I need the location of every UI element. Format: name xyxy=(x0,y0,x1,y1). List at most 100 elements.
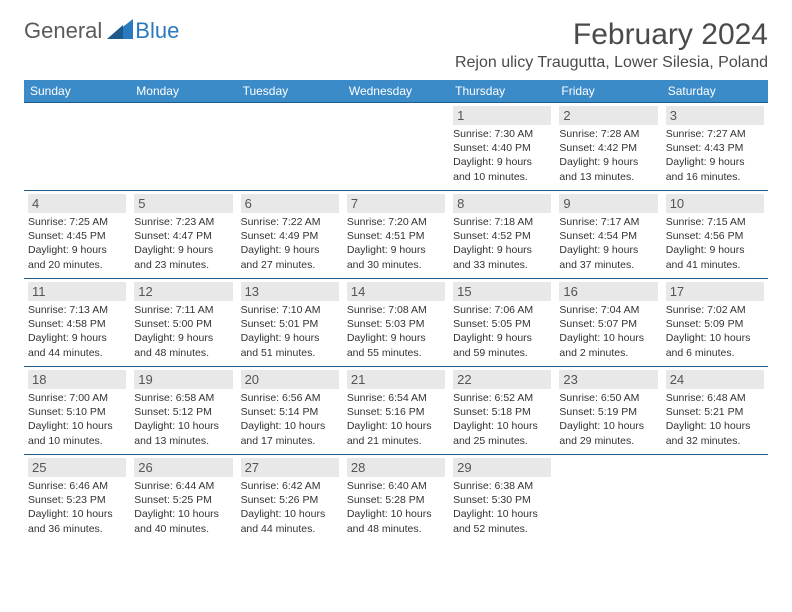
calendar-cell: 1 Sunrise: 7:30 AMSunset: 4:40 PMDaylight… xyxy=(449,103,555,191)
date-number: 27 xyxy=(241,458,339,477)
date-number: 29 xyxy=(453,458,551,477)
day-info: Sunrise: 6:40 AMSunset: 5:28 PMDaylight:… xyxy=(347,479,445,536)
date-number: 7 xyxy=(347,194,445,213)
calendar-cell: 22 Sunrise: 6:52 AMSunset: 5:18 PMDayligh… xyxy=(449,367,555,455)
calendar-week-row: 18Sunrise: 7:00 AMSunset: 5:10 PMDayligh… xyxy=(24,367,768,455)
day-info: Sunrise: 6:54 AMSunset: 5:16 PMDaylight:… xyxy=(347,391,445,448)
brand-text-2: Blue xyxy=(135,18,179,44)
day-info: Sunrise: 7:10 AMSunset: 5:01 PMDaylight:… xyxy=(241,303,339,360)
calendar-cell: 20Sunrise: 6:56 AMSunset: 5:14 PMDayligh… xyxy=(237,367,343,455)
calendar-table: SundayMondayTuesdayWednesdayThursdayFrid… xyxy=(24,80,768,543)
calendar-cell xyxy=(130,103,236,191)
date-number: 25 xyxy=(28,458,126,477)
title-block: February 2024 Rejon ulicy Traugutta, Low… xyxy=(455,18,768,72)
calendar-cell: 27Sunrise: 6:42 AMSunset: 5:26 PMDayligh… xyxy=(237,455,343,543)
day-info: Sunrise: 6:50 AMSunset: 5:19 PMDaylight:… xyxy=(559,391,657,448)
calendar-cell: 10 Sunrise: 7:15 AMSunset: 4:56 PMDayligh… xyxy=(662,191,768,279)
date-number: 10 xyxy=(666,194,764,213)
calendar-cell: 19Sunrise: 6:58 AMSunset: 5:12 PMDayligh… xyxy=(130,367,236,455)
day-info: Sunrise: 6:38 AMSunset: 5:30 PMDaylight:… xyxy=(453,479,551,536)
calendar-cell: 24Sunrise: 6:48 AMSunset: 5:21 PMDayligh… xyxy=(662,367,768,455)
calendar-cell: 28 Sunrise: 6:40 AMSunset: 5:28 PMDayligh… xyxy=(343,455,449,543)
calendar-cell: 15Sunrise: 7:06 AMSunset: 5:05 PMDayligh… xyxy=(449,279,555,367)
calendar-cell: 2 Sunrise: 7:28 AMSunset: 4:42 PMDaylight… xyxy=(555,103,661,191)
day-header-cell: Thursday xyxy=(449,80,555,103)
calendar-cell: 29 Sunrise: 6:38 AMSunset: 5:30 PMDayligh… xyxy=(449,455,555,543)
date-number: 8 xyxy=(453,194,551,213)
day-info: Sunrise: 6:52 AMSunset: 5:18 PMDaylight:… xyxy=(453,391,551,448)
date-number: 1 xyxy=(453,106,551,125)
day-header-cell: Friday xyxy=(555,80,661,103)
calendar-week-row: 25 Sunrise: 6:46 AMSunset: 5:23 PMDayligh… xyxy=(24,455,768,543)
calendar-cell: 9 Sunrise: 7:17 AMSunset: 4:54 PMDaylight… xyxy=(555,191,661,279)
calendar-cell: 3 Sunrise: 7:27 AMSunset: 4:43 PMDaylight… xyxy=(662,103,768,191)
day-info: Sunrise: 7:04 AMSunset: 5:07 PMDaylight:… xyxy=(559,303,657,360)
calendar-cell: 17Sunrise: 7:02 AMSunset: 5:09 PMDayligh… xyxy=(662,279,768,367)
day-info: Sunrise: 7:18 AMSunset: 4:52 PMDaylight:… xyxy=(453,215,551,272)
date-number: 17 xyxy=(666,282,764,301)
calendar-cell: 26 Sunrise: 6:44 AMSunset: 5:25 PMDayligh… xyxy=(130,455,236,543)
month-title: February 2024 xyxy=(455,18,768,52)
calendar-cell xyxy=(555,455,661,543)
brand-triangle-icon xyxy=(107,19,133,44)
calendar-cell: 7 Sunrise: 7:20 AMSunset: 4:51 PMDaylight… xyxy=(343,191,449,279)
day-info: Sunrise: 6:44 AMSunset: 5:25 PMDaylight:… xyxy=(134,479,232,536)
calendar-cell xyxy=(24,103,130,191)
day-header-row: SundayMondayTuesdayWednesdayThursdayFrid… xyxy=(24,80,768,103)
calendar-cell: 12 Sunrise: 7:11 AMSunset: 5:00 PMDayligh… xyxy=(130,279,236,367)
day-info: Sunrise: 7:08 AMSunset: 5:03 PMDaylight:… xyxy=(347,303,445,360)
date-number: 3 xyxy=(666,106,764,125)
date-number: 21 xyxy=(347,370,445,389)
date-number: 14 xyxy=(347,282,445,301)
day-header-cell: Sunday xyxy=(24,80,130,103)
date-number: 16 xyxy=(559,282,657,301)
day-info: Sunrise: 7:25 AMSunset: 4:45 PMDaylight:… xyxy=(28,215,126,272)
day-info: Sunrise: 7:11 AMSunset: 5:00 PMDaylight:… xyxy=(134,303,232,360)
calendar-week-row: 1 Sunrise: 7:30 AMSunset: 4:40 PMDaylight… xyxy=(24,103,768,191)
day-info: Sunrise: 7:06 AMSunset: 5:05 PMDaylight:… xyxy=(453,303,551,360)
day-header-cell: Tuesday xyxy=(237,80,343,103)
brand-text-1: General xyxy=(24,18,102,44)
date-number: 26 xyxy=(134,458,232,477)
page-header: General Blue February 2024 Rejon ulicy T… xyxy=(24,18,768,72)
calendar-cell: 14 Sunrise: 7:08 AMSunset: 5:03 PMDayligh… xyxy=(343,279,449,367)
day-info: Sunrise: 6:58 AMSunset: 5:12 PMDaylight:… xyxy=(134,391,232,448)
location-text: Rejon ulicy Traugutta, Lower Silesia, Po… xyxy=(455,54,768,72)
calendar-week-row: 11 Sunrise: 7:13 AMSunset: 4:58 PMDayligh… xyxy=(24,279,768,367)
day-info: Sunrise: 6:46 AMSunset: 5:23 PMDaylight:… xyxy=(28,479,126,536)
calendar-cell: 23Sunrise: 6:50 AMSunset: 5:19 PMDayligh… xyxy=(555,367,661,455)
calendar-cell: 4Sunrise: 7:25 AMSunset: 4:45 PMDaylight… xyxy=(24,191,130,279)
date-number: 6 xyxy=(241,194,339,213)
calendar-cell: 16 Sunrise: 7:04 AMSunset: 5:07 PMDayligh… xyxy=(555,279,661,367)
date-number: 12 xyxy=(134,282,232,301)
day-info: Sunrise: 7:22 AMSunset: 4:49 PMDaylight:… xyxy=(241,215,339,272)
day-info: Sunrise: 7:27 AMSunset: 4:43 PMDaylight:… xyxy=(666,127,764,184)
calendar-body: 1 Sunrise: 7:30 AMSunset: 4:40 PMDaylight… xyxy=(24,103,768,543)
day-info: Sunrise: 7:00 AMSunset: 5:10 PMDaylight:… xyxy=(28,391,126,448)
calendar-cell: 8 Sunrise: 7:18 AMSunset: 4:52 PMDaylight… xyxy=(449,191,555,279)
calendar-cell: 11 Sunrise: 7:13 AMSunset: 4:58 PMDayligh… xyxy=(24,279,130,367)
day-info: Sunrise: 7:30 AMSunset: 4:40 PMDaylight:… xyxy=(453,127,551,184)
date-number: 11 xyxy=(28,282,126,301)
day-header-cell: Monday xyxy=(130,80,236,103)
calendar-cell: 13Sunrise: 7:10 AMSunset: 5:01 PMDayligh… xyxy=(237,279,343,367)
day-info: Sunrise: 7:17 AMSunset: 4:54 PMDaylight:… xyxy=(559,215,657,272)
date-number: 20 xyxy=(241,370,339,389)
date-number: 22 xyxy=(453,370,551,389)
day-info: Sunrise: 7:20 AMSunset: 4:51 PMDaylight:… xyxy=(347,215,445,272)
day-header-cell: Wednesday xyxy=(343,80,449,103)
calendar-cell xyxy=(237,103,343,191)
date-number: 2 xyxy=(559,106,657,125)
date-number: 5 xyxy=(134,194,232,213)
day-info: Sunrise: 7:28 AMSunset: 4:42 PMDaylight:… xyxy=(559,127,657,184)
day-info: Sunrise: 7:23 AMSunset: 4:47 PMDaylight:… xyxy=(134,215,232,272)
day-info: Sunrise: 7:15 AMSunset: 4:56 PMDaylight:… xyxy=(666,215,764,272)
calendar-cell: 18Sunrise: 7:00 AMSunset: 5:10 PMDayligh… xyxy=(24,367,130,455)
calendar-week-row: 4Sunrise: 7:25 AMSunset: 4:45 PMDaylight… xyxy=(24,191,768,279)
date-number: 28 xyxy=(347,458,445,477)
day-info: Sunrise: 7:13 AMSunset: 4:58 PMDaylight:… xyxy=(28,303,126,360)
calendar-cell: 5 Sunrise: 7:23 AMSunset: 4:47 PMDaylight… xyxy=(130,191,236,279)
calendar-cell: 25 Sunrise: 6:46 AMSunset: 5:23 PMDayligh… xyxy=(24,455,130,543)
day-info: Sunrise: 6:48 AMSunset: 5:21 PMDaylight:… xyxy=(666,391,764,448)
date-number: 9 xyxy=(559,194,657,213)
